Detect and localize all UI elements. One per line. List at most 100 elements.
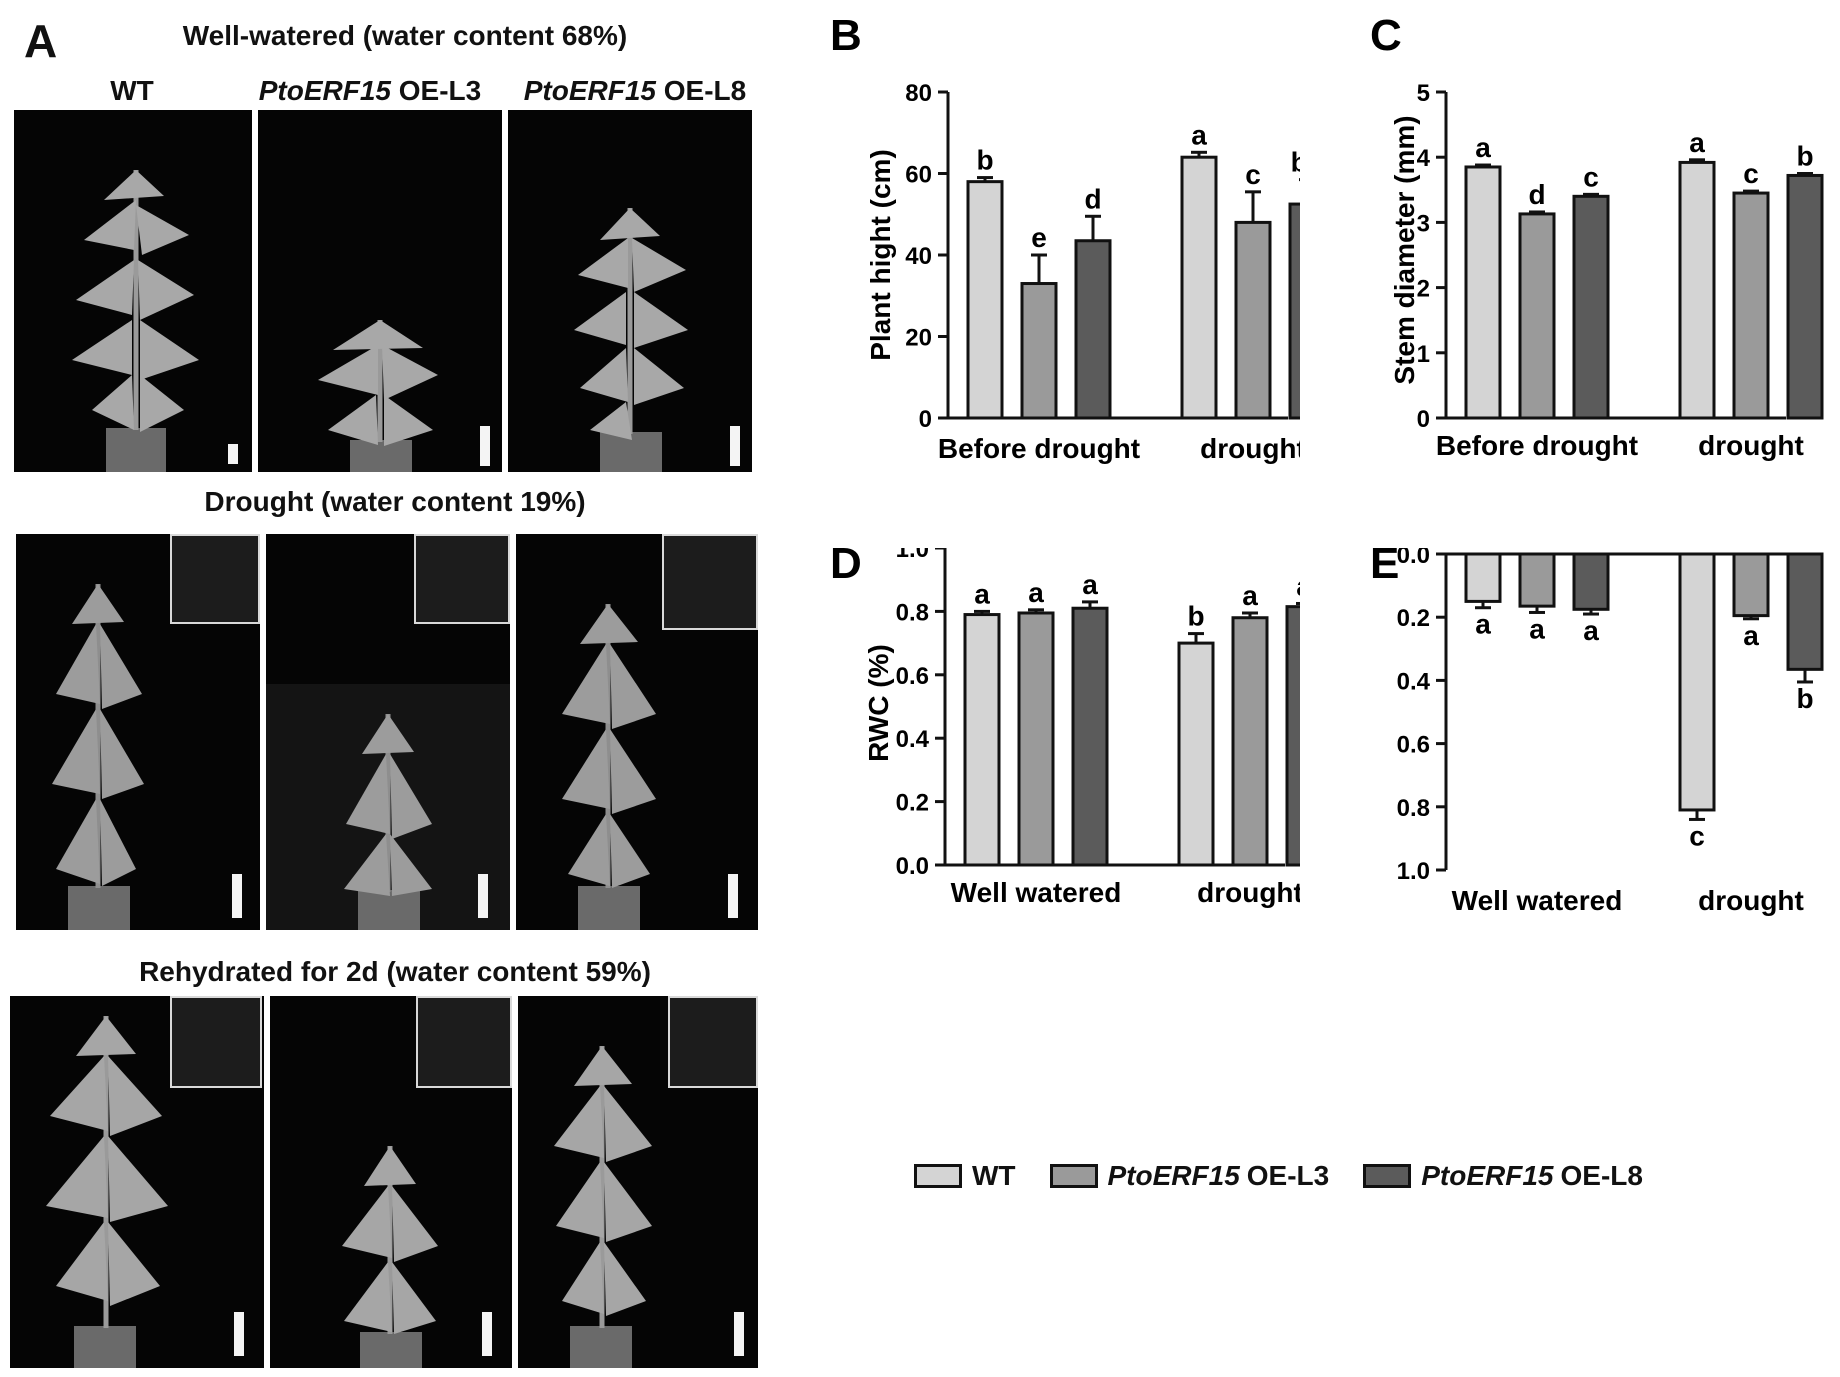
x-category-label-drought: drought xyxy=(1200,433,1300,464)
y-tick-label: 20 xyxy=(905,325,932,352)
panel-letter-e: E xyxy=(1370,548,1399,588)
y-tick-label: 0.8 xyxy=(1397,795,1430,822)
row-title-rehydrated: Rehydrated for 2d (water content 59%) xyxy=(139,956,651,987)
plant-oe-l3-short xyxy=(318,320,438,472)
legend-item-wt: WT xyxy=(914,1160,1016,1192)
significance-letter: a xyxy=(1191,119,1207,150)
y-tick-label: 2 xyxy=(1417,276,1430,303)
column-label-oe-l8: PtoERF15 OE-L8 xyxy=(523,75,747,106)
significance-letter: a xyxy=(1296,570,1300,601)
bar-wt-before-drought xyxy=(966,180,1004,420)
bar-ptoerf15-oe-l3-drought xyxy=(1732,191,1770,420)
scale-bar xyxy=(482,1312,492,1356)
plant-oe-l8-rehydrated xyxy=(554,1046,652,1368)
significance-letter: b xyxy=(1796,141,1813,172)
x-category-label-well-watered: Well watered xyxy=(1452,885,1623,916)
significance-letter: c xyxy=(1583,161,1599,192)
legend-swatch-oe-l3 xyxy=(1049,1164,1098,1188)
significance-letter: a xyxy=(1242,580,1258,611)
bar-ptoerf15-oe-l3-before-drought xyxy=(1020,282,1058,420)
photo-oe-l8-rehydrated xyxy=(518,996,758,1368)
significance-letter: bc xyxy=(1291,147,1300,178)
y-tick-label: 0.6 xyxy=(1397,732,1430,759)
significance-letter: e xyxy=(1031,222,1047,253)
chart-stem-diameter: C 0 1 2 3 4 5 Stem diameter (mm) Before drought a… xyxy=(1370,11,1824,461)
y-tick-label: 3 xyxy=(1417,210,1430,237)
y-tick-label: 0.4 xyxy=(896,726,930,753)
chart-plant-height: B 0 20 40 60 80 Plant hight (cm) Before drought… xyxy=(830,11,1300,464)
inset-closeup xyxy=(662,534,758,630)
bar-wt-drought xyxy=(1678,552,1716,812)
photo-oe-l3-drought xyxy=(266,534,510,930)
bar-wt-drought xyxy=(1177,641,1215,867)
legend: WT PtoERF15 OE-L3 PtoERF15 OE-L8 xyxy=(914,1160,1677,1192)
panel-letter-b: B xyxy=(830,11,862,60)
y-tick-label: 1.0 xyxy=(896,548,929,563)
photo-oe-l3-well-watered xyxy=(258,110,502,472)
y-axis-label: Stem diameter (mm) xyxy=(1389,115,1420,384)
plant-oe-l8-medium xyxy=(574,208,688,472)
y-tick-label: 80 xyxy=(905,80,932,107)
plant-wt-wilted xyxy=(52,584,144,930)
photo-wt-rehydrated xyxy=(10,996,264,1368)
bar-wt-before-drought xyxy=(1464,165,1502,420)
photo-oe-l8-well-watered xyxy=(508,110,752,472)
y-tick-label: 0.6 xyxy=(896,663,929,690)
column-label-oe-l3: PtoERF15 OE-L3 xyxy=(258,75,482,106)
bar-ptoerf15-oe-l3-drought xyxy=(1732,552,1770,618)
inset-closeup xyxy=(416,996,512,1088)
row-title-drought: Drought (water content 19%) xyxy=(204,486,586,517)
panel-letter-c: C xyxy=(1370,11,1402,60)
y-tick-label: 60 xyxy=(905,162,932,189)
inset-closeup xyxy=(170,534,260,624)
bar-ptoerf15-oe-l3-before-drought xyxy=(1518,212,1556,420)
significance-letter: a xyxy=(1529,613,1545,644)
y-tick-label: 40 xyxy=(905,243,932,270)
x-category-label-drought: drought xyxy=(1698,430,1804,461)
plant-wt-rehydrated xyxy=(46,1016,168,1368)
photo-wt-well-watered xyxy=(14,110,252,472)
bar-ptoerf15-oe-l8-drought xyxy=(1288,202,1300,420)
scale-bar xyxy=(228,444,238,464)
bar-wt-drought xyxy=(1678,160,1716,420)
scale-bar xyxy=(232,874,242,918)
plant-wt-tall xyxy=(72,170,199,472)
plant-oe-l3-wilted xyxy=(266,684,510,930)
x-category-label-before-drought: Before drought xyxy=(938,433,1140,464)
significance-letter: b xyxy=(1796,683,1813,714)
significance-letter: a xyxy=(1689,127,1705,158)
y-tick-label: 0.2 xyxy=(896,790,929,817)
scale-bar xyxy=(728,874,738,918)
legend-item-oe-l3: PtoERF15 OE-L3 xyxy=(1049,1160,1329,1192)
significance-letter: a xyxy=(1028,577,1044,608)
significance-letter: c xyxy=(1743,158,1759,189)
bar-ptoerf15-oe-l3-well-watered xyxy=(1017,611,1055,867)
significance-letter: c xyxy=(1245,159,1261,190)
bar-ptoerf15-oe-l8-drought xyxy=(1786,173,1824,420)
significance-letter: c xyxy=(1689,820,1705,851)
bar-ptoerf15-oe-l8-drought xyxy=(1285,605,1300,867)
scale-bar xyxy=(480,426,490,466)
significance-letter: a xyxy=(974,578,990,609)
plant-oe-l3-rehydrated xyxy=(342,1146,438,1368)
x-category-label-well-watered: Well watered xyxy=(951,877,1122,908)
inset-closeup xyxy=(668,996,758,1088)
photo-oe-l3-rehydrated xyxy=(270,996,512,1368)
significance-letter: d xyxy=(1528,179,1545,210)
chart-rwc: D 0.0 0.2 0.4 0.6 0.8 1.0 RWC (%) Well watered a a… xyxy=(830,548,1300,908)
y-tick-label: 0 xyxy=(1417,406,1430,433)
bar-ptoerf15-oe-l3-drought xyxy=(1234,220,1272,420)
bar-ptoerf15-oe-l8-before-drought xyxy=(1074,239,1112,420)
significance-letter: a xyxy=(1082,569,1098,600)
significance-letter: d xyxy=(1084,183,1101,214)
significance-letter: a xyxy=(1475,609,1491,640)
y-tick-label: 0.8 xyxy=(896,599,929,626)
panel-letter-a: A xyxy=(24,15,58,67)
y-tick-label: 4 xyxy=(1417,145,1431,172)
y-axis-label: RWC (%) xyxy=(863,644,894,762)
legend-swatch-wt xyxy=(914,1164,962,1188)
y-tick-label: 5 xyxy=(1417,80,1430,107)
y-tick-label: 0.0 xyxy=(896,853,929,880)
bar-ptoerf15-oe-l3-drought xyxy=(1231,616,1269,867)
significance-letter: b xyxy=(976,145,993,176)
